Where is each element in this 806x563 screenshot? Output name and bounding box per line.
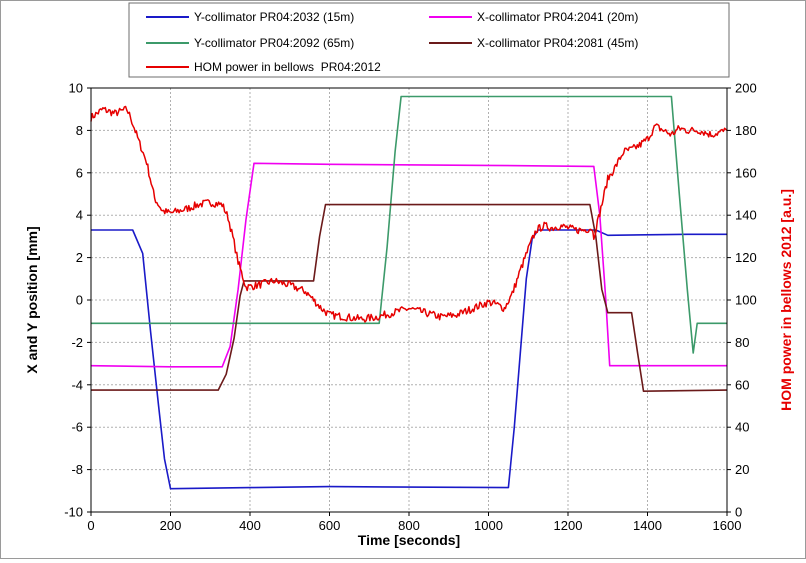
- x-tick-label: 1200: [554, 518, 583, 533]
- y-tick-label: 6: [76, 165, 83, 180]
- series-line-4: [90, 105, 728, 323]
- y2-axis-title: HOM power in bellows 2012 [a.u.]: [778, 189, 794, 411]
- y-tick-label: -10: [64, 505, 83, 520]
- ticks: 0 200 400 600 800 1000 1200 1400 1600-10-8-6-4-2…: [64, 81, 757, 534]
- y2-tick-label: 140: [735, 208, 757, 223]
- y2-tick-label: 20: [735, 462, 749, 477]
- legend: Y-collimator PR04:2032 (15m) X-collimato…: [128, 2, 730, 78]
- legend-label-series-4: HOM power in bellows PR04:2012: [194, 60, 381, 74]
- legend-label-series-0: Y-collimator PR04:2032 (15m): [194, 10, 354, 24]
- series-line-3: [91, 203, 728, 393]
- y2-tick-label: 160: [735, 165, 757, 180]
- y2-tick-label: 180: [735, 123, 757, 138]
- legend-label-series-1: X-collimator PR04:2041 (20m): [477, 10, 638, 24]
- x-tick-label: 1600: [713, 518, 742, 533]
- legend-label-series-2: Y-collimator PR04:2092 (65m): [194, 36, 354, 50]
- y-tick-label: -6: [71, 420, 83, 435]
- x-tick-label: 1000: [474, 518, 503, 533]
- grid: [91, 88, 727, 512]
- x-tick-label: 800: [398, 518, 420, 533]
- x-tick-label: 200: [160, 518, 182, 533]
- x-tick-label: 400: [239, 518, 261, 533]
- y2-tick-label: 60: [735, 377, 749, 392]
- series-layer: [90, 95, 728, 490]
- x-tick-label: 0: [87, 518, 94, 533]
- y2-tick-label: 80: [735, 335, 749, 350]
- y-tick-label: 2: [76, 250, 83, 265]
- y-tick-label: -4: [71, 377, 83, 392]
- y2-tick-label: 40: [735, 420, 749, 435]
- y-tick-label: 8: [76, 123, 83, 138]
- y2-tick-label: 120: [735, 250, 757, 265]
- legend-label-series-3: X-collimator PR04:2081 (45m): [477, 36, 638, 50]
- y2-tick-label: 0: [735, 505, 742, 520]
- y-tick-label: -8: [71, 462, 83, 477]
- y-tick-label: -2: [71, 335, 83, 350]
- y-tick-label: 10: [69, 81, 83, 96]
- series-line-2: [91, 95, 727, 354]
- series-line-1: [90, 162, 727, 368]
- y-tick-label: 4: [76, 208, 83, 223]
- legend-box: [128, 2, 730, 78]
- x-tick-label: 600: [319, 518, 341, 533]
- y2-tick-label: 200: [735, 81, 757, 96]
- y2-tick-label: 100: [735, 293, 757, 308]
- y-tick-label: 0: [76, 293, 83, 308]
- x-tick-label: 1400: [633, 518, 662, 533]
- x-axis-title: Time [seconds]: [358, 532, 460, 548]
- y-axis-title: X and Y position [mm]: [24, 226, 40, 373]
